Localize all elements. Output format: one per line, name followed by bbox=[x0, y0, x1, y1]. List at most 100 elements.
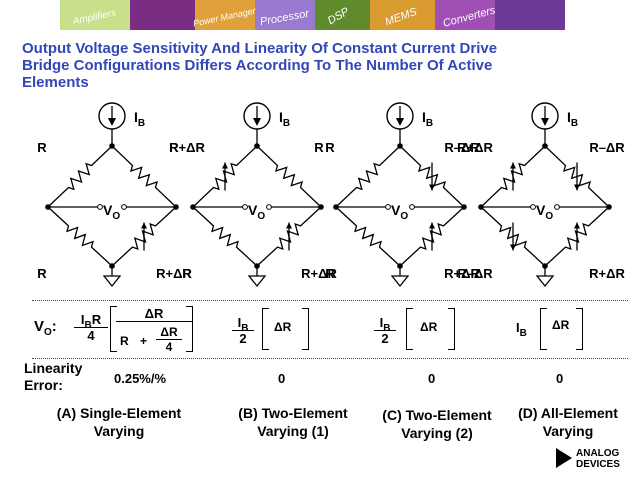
resistor-top-left bbox=[335, 145, 401, 208]
variable-arrow-icon-head bbox=[429, 222, 435, 229]
caption-line: Varying (1) bbox=[257, 423, 329, 439]
formula-d-ib-i: I bbox=[516, 320, 520, 335]
output-terminal bbox=[409, 204, 415, 210]
formula-a-plus: + bbox=[140, 334, 148, 348]
resistor-top-left bbox=[47, 145, 113, 208]
resistor-label: R+ΔR bbox=[169, 140, 205, 155]
formula-c-bracket-left bbox=[406, 308, 413, 350]
logo-text-line: DEVICES bbox=[576, 459, 620, 470]
resistor-bottom-left bbox=[192, 206, 258, 267]
current-label: IB bbox=[567, 109, 578, 129]
formula-c-den: 2 bbox=[381, 331, 389, 346]
bridge-node bbox=[542, 143, 548, 149]
ground-icon bbox=[390, 275, 410, 288]
logo-triangle-icon bbox=[556, 448, 572, 468]
bridge-node bbox=[109, 143, 115, 149]
divider bbox=[32, 358, 628, 359]
variable-arrow-icon-head bbox=[141, 222, 147, 229]
banner-tile bbox=[315, 0, 370, 30]
resistor-label: R bbox=[314, 140, 324, 155]
output-terminal bbox=[121, 204, 127, 210]
resistor-label: R+ΔR bbox=[444, 266, 480, 281]
analog-devices-logo: ANALOG DEVICES bbox=[556, 446, 634, 472]
formula-a-coef: IBR 4 bbox=[74, 312, 108, 343]
banner-tile bbox=[370, 0, 435, 30]
resistor-label: R bbox=[325, 266, 335, 281]
output-terminal bbox=[97, 204, 103, 210]
logo-text: ANALOG DEVICES bbox=[576, 448, 620, 470]
linearity-value: 0.25%/% bbox=[114, 371, 167, 386]
banner-tile bbox=[130, 0, 195, 30]
output-terminal bbox=[242, 204, 248, 210]
banner-tile bbox=[195, 0, 255, 30]
resistor-label: R bbox=[169, 140, 179, 155]
current-source-arrow-head bbox=[541, 118, 549, 126]
formula-b-den: 2 bbox=[239, 331, 247, 346]
bridge-node bbox=[254, 143, 260, 149]
caption-line: (A) Single-Element bbox=[56, 405, 182, 421]
variable-arrow-icon-head bbox=[429, 184, 435, 191]
title-line: Bridge Configurations Differs According … bbox=[22, 57, 493, 74]
formula-a-inner-frac-den: 4 bbox=[165, 340, 173, 354]
vo-row-label-colon: : bbox=[51, 318, 57, 335]
caption-line: Varying bbox=[542, 423, 594, 439]
formula-b-coef: IB 2 bbox=[232, 315, 254, 346]
linearity-value: 0 bbox=[428, 371, 436, 386]
output-voltage-label: VO bbox=[248, 202, 265, 222]
formula-d-ib-sub: B bbox=[519, 328, 527, 339]
linearity-value: 0 bbox=[278, 371, 286, 386]
output-voltage-label: VO bbox=[536, 202, 553, 222]
formula-c-ib-sub: B bbox=[383, 323, 391, 334]
formula-d-ib: IB bbox=[516, 320, 527, 339]
divider bbox=[32, 300, 628, 301]
formula-a-r: R bbox=[91, 312, 102, 327]
page-title: Output Voltage Sensitivity And Linearity… bbox=[22, 40, 622, 91]
formula-a-bracket-right bbox=[186, 306, 193, 352]
resistor-bottom-left bbox=[335, 206, 401, 267]
caption-line: (D) All-Element bbox=[518, 405, 618, 421]
formula-d-bracket-right bbox=[576, 308, 583, 350]
ground-icon bbox=[535, 275, 555, 288]
banner-tile bbox=[255, 0, 315, 30]
formula-b-bracket-right bbox=[302, 308, 309, 350]
formula-a-den: 4 bbox=[87, 328, 95, 343]
output-terminal bbox=[266, 204, 272, 210]
title-line: Elements bbox=[22, 74, 89, 91]
formula-a-inner-frac: ΔR 4 bbox=[156, 325, 182, 354]
variable-arrow-icon-head bbox=[510, 244, 516, 251]
output-voltage-label: VO bbox=[391, 202, 408, 222]
formula-d-body: ΔR bbox=[552, 318, 570, 332]
formula-b-ib-sub: B bbox=[241, 323, 249, 334]
current-source-arrow-head bbox=[396, 118, 404, 126]
caption-b: (B) Two-Element Varying (1) bbox=[226, 404, 360, 440]
variable-arrow-icon-head bbox=[286, 222, 292, 229]
formula-c-coef: IB 2 bbox=[374, 315, 396, 346]
vo-row-label: VO: bbox=[34, 318, 57, 338]
formula-a-bracket-left bbox=[110, 306, 117, 352]
header-banner: Amplifiers Power Manager Processor DSP M… bbox=[0, 0, 638, 30]
variable-arrow-icon-head bbox=[222, 162, 228, 169]
title-line: Output Voltage Sensitivity And Linearity… bbox=[22, 40, 498, 57]
formula-b-ib: I bbox=[237, 315, 242, 330]
resistor-label: R bbox=[182, 266, 192, 281]
caption-d: (D) All-Element Varying bbox=[506, 404, 630, 440]
resistor-label: R bbox=[37, 266, 47, 281]
formula-a-body: ΔR bbox=[116, 306, 192, 322]
resistor-label: R+ΔR bbox=[301, 266, 337, 281]
formula-c-body: ΔR bbox=[420, 320, 438, 334]
banner-tile bbox=[435, 0, 495, 30]
output-voltage-label: VO bbox=[103, 202, 120, 222]
caption-line: (B) Two-Element bbox=[238, 405, 348, 421]
resistor-label: R–ΔR bbox=[457, 266, 493, 281]
variable-arrow-icon-head bbox=[574, 184, 580, 191]
formula-b-bracket-left bbox=[262, 308, 269, 350]
banner-tile bbox=[495, 0, 565, 30]
ground-icon bbox=[102, 275, 122, 288]
formula-c-ib: I bbox=[379, 315, 384, 330]
caption-a: (A) Single-Element Varying bbox=[44, 404, 194, 440]
caption-line: Varying (2) bbox=[401, 425, 473, 441]
formula-a-ib-sub: B bbox=[84, 320, 92, 331]
resistor-label: R–ΔR bbox=[589, 140, 625, 155]
output-terminal bbox=[385, 204, 391, 210]
